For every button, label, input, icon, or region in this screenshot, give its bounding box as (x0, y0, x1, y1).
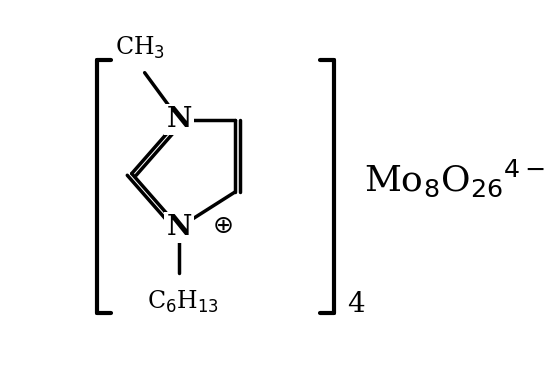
Text: C$_6$H$_{13}$: C$_6$H$_{13}$ (147, 289, 219, 315)
Text: N: N (166, 106, 191, 133)
Text: Mo$_8$O$_{26}$$^{4-}$: Mo$_8$O$_{26}$$^{4-}$ (364, 157, 545, 199)
Text: CH$_3$: CH$_3$ (115, 35, 165, 61)
Text: 4: 4 (347, 291, 365, 318)
Text: N: N (166, 214, 191, 241)
Text: $\oplus$: $\oplus$ (211, 214, 233, 238)
